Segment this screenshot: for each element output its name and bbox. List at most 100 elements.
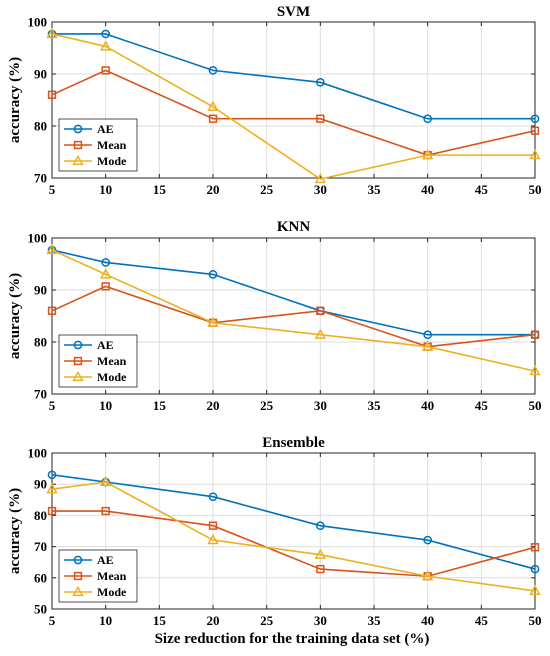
chart-title-svm: SVM: [277, 4, 310, 20]
x-tick-label: 30: [314, 613, 327, 628]
data-point-mode: [529, 584, 541, 596]
data-point-ae: [530, 114, 540, 124]
x-tick-label: 50: [529, 182, 542, 197]
axes-frame: [51, 21, 536, 179]
data-point-mode: [314, 548, 327, 559]
y-tick-label: 90: [34, 477, 47, 492]
data-point-mean: [530, 126, 540, 135]
y-tick-label: 90: [34, 67, 47, 82]
data-point-ae: [423, 330, 433, 340]
x-tick-label: 25: [260, 182, 274, 197]
data-point-ae: [101, 29, 111, 39]
legend-label: AE: [97, 338, 114, 352]
data-point-ae: [208, 492, 218, 502]
chart-title-ensemble: Ensemble: [262, 435, 325, 451]
data-point-ae: [315, 77, 325, 87]
y-tick-label: 70: [34, 387, 47, 402]
data-point-mode: [99, 40, 112, 51]
series-ae: [47, 29, 540, 124]
x-tick-label: 10: [99, 182, 112, 197]
data-point-mean: [208, 521, 218, 530]
legend-box: [58, 549, 138, 603]
x-tick-label: 45: [475, 613, 489, 628]
data-point-mode: [46, 243, 58, 255]
y-tick-label: 50: [34, 602, 47, 617]
data-point-mode: [421, 148, 434, 160]
legend-label: AE: [97, 553, 114, 567]
data-point-mean: [316, 564, 325, 574]
data-point-mode: [46, 27, 58, 39]
series-line-ae: [51, 474, 536, 570]
x-tick-label: 20: [207, 613, 220, 628]
x-tick-label: 25: [260, 613, 274, 628]
data-point-mean: [530, 543, 540, 552]
x-tick-label: 5: [49, 398, 56, 413]
axes-frame: [51, 237, 536, 395]
data-point-mean: [47, 90, 57, 99]
data-point-mean: [530, 330, 540, 339]
data-point-mean: [316, 114, 325, 123]
y-tick-label: 100: [28, 231, 48, 246]
x-tick-label: 20: [207, 398, 220, 413]
legend: AE Mean Mode: [58, 334, 138, 388]
series-line-mode: [51, 481, 536, 592]
x-tick-label: 10: [99, 398, 112, 413]
y-axis-label: accuracy (%): [7, 488, 23, 574]
data-point-mode: [207, 100, 219, 111]
series-line-ae: [52, 33, 535, 120]
y-tick-label: 100: [28, 15, 48, 30]
y-tick-label: 70: [34, 171, 47, 186]
series-mode: [46, 243, 541, 376]
x-tick-label: 40: [421, 182, 434, 197]
data-point-mean: [316, 306, 325, 315]
data-point-ae: [101, 258, 111, 267]
legend-marker: [73, 140, 83, 150]
x-tick-label: 15: [153, 182, 167, 197]
data-point-ae: [423, 114, 433, 124]
series-line-mean: [51, 285, 536, 348]
panel-svm: 5 10 15 20 25 30 35 40 45 50 70 80 90 100 SVM accuracy …: [7, 4, 542, 197]
series-line-mode: [51, 249, 536, 372]
data-point-mean: [208, 114, 218, 123]
data-point-mode: [46, 483, 58, 494]
legend-label: Mean: [97, 138, 127, 152]
series-line-mode: [51, 33, 535, 180]
y-tick-label: 80: [34, 119, 47, 134]
data-point-mode: [99, 268, 112, 279]
data-point-ae: [423, 535, 433, 545]
legend: AE Mean Mode: [58, 549, 138, 603]
x-tick-label: 30: [314, 398, 327, 413]
series-mode: [46, 27, 541, 184]
legend-label: AE: [97, 122, 114, 136]
x-tick-label: 20: [207, 182, 220, 197]
axes-frame: [51, 452, 536, 610]
legend-label: Mean: [97, 354, 127, 368]
legend-marker: [73, 571, 83, 581]
x-tick-label: 50: [529, 398, 542, 413]
x-tick-label: 30: [314, 182, 327, 197]
x-tick-label: 5: [49, 613, 56, 628]
x-tick-label: 45: [475, 398, 489, 413]
x-tick-label: 35: [368, 182, 382, 197]
data-point-mode: [314, 172, 327, 184]
data-point-mode: [421, 340, 434, 351]
y-tick-label: 90: [34, 283, 47, 298]
data-point-mode: [529, 148, 541, 160]
data-point-mode: [99, 475, 112, 487]
legend-marker: [73, 124, 83, 134]
data-point-mean: [101, 282, 110, 291]
x-tick-label: 35: [368, 398, 382, 413]
y-tick-label: 60: [34, 570, 47, 585]
data-point-ae: [208, 66, 218, 75]
y-tick-label: 100: [28, 446, 48, 461]
legend-marker: [73, 356, 83, 366]
y-tick-label: 80: [34, 508, 47, 523]
series-mean: [47, 66, 540, 160]
x-tick-label: 25: [260, 398, 274, 413]
x-tick-label: 40: [421, 398, 434, 413]
legend-marker: [72, 154, 84, 166]
x-axis-label: Size reduction for the training data set…: [155, 631, 430, 647]
legend-label: Mode: [97, 585, 127, 599]
legend-marker: [73, 340, 83, 350]
